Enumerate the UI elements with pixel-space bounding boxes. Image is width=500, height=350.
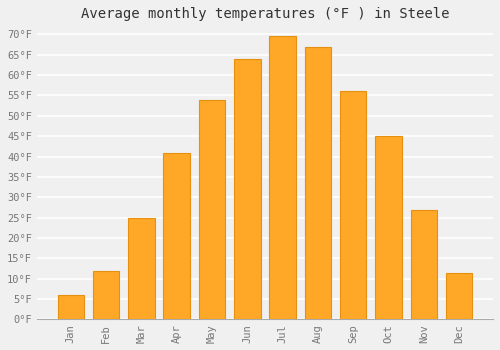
Bar xyxy=(58,295,84,320)
Bar xyxy=(128,218,154,320)
Bar xyxy=(164,153,190,320)
Bar xyxy=(270,36,296,320)
Bar xyxy=(93,271,120,320)
Bar xyxy=(446,273,472,320)
Bar xyxy=(375,136,402,320)
Bar xyxy=(198,99,225,320)
Bar xyxy=(304,47,331,320)
Bar xyxy=(340,91,366,320)
Bar xyxy=(410,210,437,320)
Title: Average monthly temperatures (°F ) in Steele: Average monthly temperatures (°F ) in St… xyxy=(80,7,449,21)
Bar xyxy=(234,59,260,320)
